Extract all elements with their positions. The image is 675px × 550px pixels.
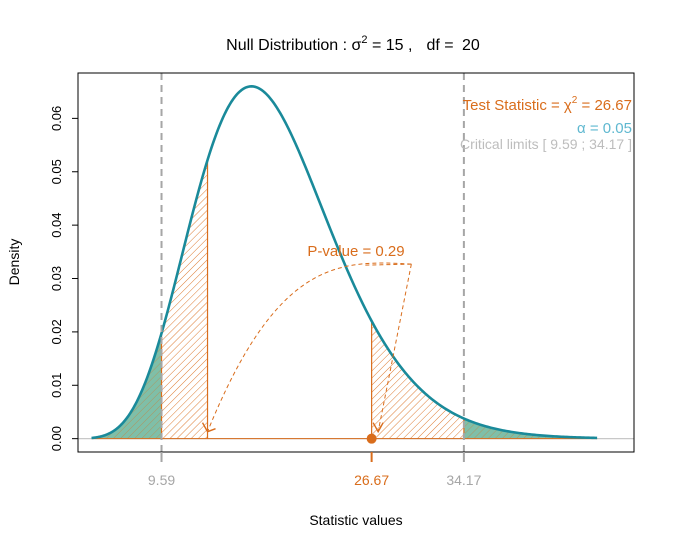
right-tail-hatch <box>463 418 598 439</box>
y-tick-label: 0.02 <box>49 319 64 344</box>
y-tick-label: 0.00 <box>49 426 64 451</box>
y-tick-label: 0.01 <box>49 373 64 398</box>
y-axis-label: Density <box>6 239 22 286</box>
alpha-annotation: α = 0.05 <box>577 120 632 137</box>
test-statistic-annotation: Test Statistic = χ2 = 26.67 <box>463 95 632 114</box>
critical-limits-annotation: Critical limits [ 9.59 ; 34.17 ] <box>460 136 632 152</box>
left-pvalue-region <box>161 159 208 439</box>
pvalue-arrow-link <box>363 263 412 266</box>
density-curve <box>91 85 598 440</box>
x-axis-label: Statistic values <box>309 512 402 528</box>
pvalue-arrow-right <box>377 264 412 432</box>
left-tail-hatch <box>91 333 162 439</box>
y-tick-label: 0.05 <box>49 159 64 184</box>
x-axis: 9.59 26.67 34.17 <box>148 452 482 488</box>
y-tick-label: 0.03 <box>49 266 64 291</box>
chart-title: Null Distribution : σ2 = 15 , df = 20 <box>226 34 480 54</box>
pvalue-arrowhead-left <box>201 422 216 433</box>
y-tick-label: 0.04 <box>49 212 64 237</box>
test-statistic-point <box>366 433 377 444</box>
x-tick-label: 26.67 <box>354 472 389 488</box>
right-pvalue-region <box>371 321 464 439</box>
pvalue-annotation: P-value = 0.29 <box>307 243 404 260</box>
y-tick-label: 0.06 <box>49 106 64 131</box>
pvalue-arrow-left <box>207 262 412 432</box>
plot-area <box>78 73 634 452</box>
pvalue-arrowhead-right <box>372 422 384 434</box>
y-axis: 0.00 0.01 0.02 0.03 0.04 0.05 0.06 <box>49 106 79 451</box>
x-tick-label: 34.17 <box>446 472 481 488</box>
x-tick-label: 9.59 <box>148 472 175 488</box>
